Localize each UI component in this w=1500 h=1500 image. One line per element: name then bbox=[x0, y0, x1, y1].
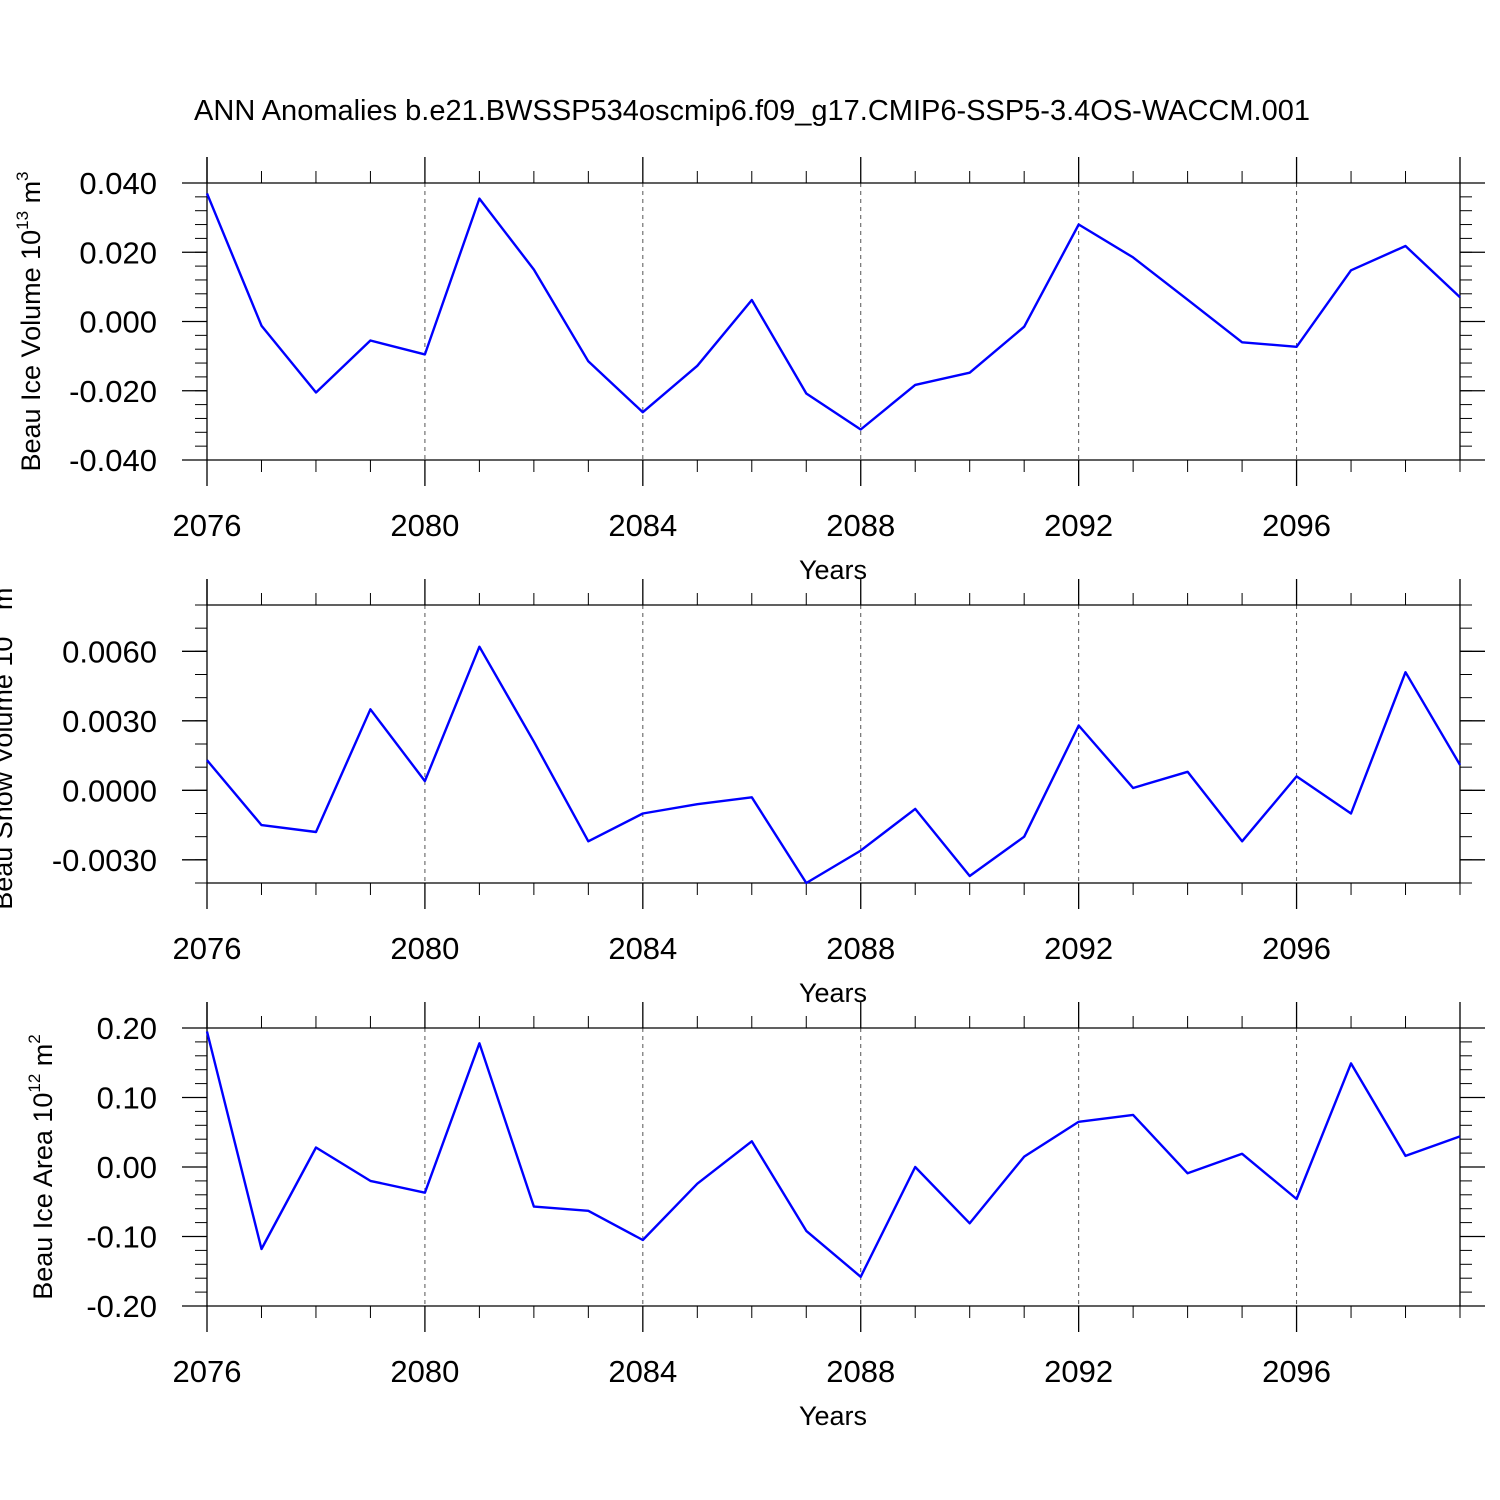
y-tick-label: 0.10 bbox=[97, 1081, 157, 1116]
x-tick-label: 2080 bbox=[390, 931, 459, 966]
x-tick-label: 2088 bbox=[826, 931, 895, 966]
y-axis-label-unit: m bbox=[16, 181, 46, 211]
y-axis-label: Beau Snow Volume 1013 m3 bbox=[0, 578, 18, 910]
series-line bbox=[206, 645, 1462, 885]
y-tick-label: 0.020 bbox=[79, 235, 157, 270]
y-axis-label: Beau Ice Volume 1013 m3 bbox=[13, 171, 46, 471]
y-tick-label: 0.20 bbox=[97, 1011, 157, 1046]
y-tick-label: 0.00 bbox=[97, 1150, 157, 1185]
x-tick-label: 2088 bbox=[826, 1354, 895, 1389]
y-axis-label-exponent: 12 bbox=[25, 1074, 44, 1093]
y-tick-label: 0.0000 bbox=[62, 773, 157, 808]
x-tick-label: 2096 bbox=[1262, 508, 1331, 543]
x-tick-label: 2084 bbox=[608, 1354, 677, 1389]
x-tick-label: 2092 bbox=[1044, 931, 1113, 966]
x-tick-label: 2080 bbox=[390, 508, 459, 543]
panel-ice-volume: -0.040 -0.020 0.000 0.020 0.040 2076 2080 2084 2… bbox=[13, 157, 1485, 585]
y-axis-label-text: Beau Snow Volume 10 bbox=[0, 637, 18, 910]
y-axis-label-exponent: 13 bbox=[0, 618, 4, 637]
y-tick-label: 0.000 bbox=[79, 305, 157, 340]
x-tick-label: 2084 bbox=[608, 508, 677, 543]
x-tick-label: 2084 bbox=[608, 931, 677, 966]
x-axis-label: Years bbox=[799, 978, 867, 1008]
figure-title: ANN Anomalies b.e21.BWSSP534oscmip6.f09_… bbox=[194, 95, 1310, 127]
y-axis-label-text: Beau Ice Volume 10 bbox=[16, 230, 46, 472]
y-tick-label: 0.0030 bbox=[62, 704, 157, 739]
x-tick-label: 2096 bbox=[1262, 931, 1331, 966]
y-tick-label: -0.040 bbox=[69, 443, 157, 478]
series-line bbox=[205, 1031, 1461, 1279]
y-tick-label: 0.0060 bbox=[62, 634, 157, 669]
x-tick-label: 2080 bbox=[390, 1354, 459, 1389]
x-tick-label: 2092 bbox=[1044, 508, 1113, 543]
panel-snow-volume: -0.0030 0.0000 0.0030 0.0060 2076 2080 2084 208… bbox=[0, 578, 1485, 1008]
y-axis-label-unit-exponent: 2 bbox=[25, 1034, 44, 1043]
y-tick-label: -0.10 bbox=[86, 1220, 157, 1255]
y-axis-label-text: Beau Ice Area 10 bbox=[28, 1093, 58, 1300]
y-tick-label: -0.020 bbox=[69, 374, 157, 409]
x-axis-label: Years bbox=[799, 1401, 867, 1431]
y-tick-label: -0.20 bbox=[86, 1289, 157, 1324]
y-axis-label-unit-exponent: 3 bbox=[13, 171, 32, 180]
x-tick-label: 2096 bbox=[1262, 1354, 1331, 1389]
panel-ice-area: -0.20 -0.10 0.00 0.10 0.20 2076 2080 2084 2088 20… bbox=[25, 1002, 1485, 1431]
x-tick-label: 2076 bbox=[173, 1354, 242, 1389]
y-tick-label: 0.040 bbox=[79, 166, 157, 201]
x-tick-label: 2076 bbox=[173, 931, 242, 966]
y-axis-label-exponent: 13 bbox=[13, 211, 32, 230]
y-axis-label: Beau Ice Area 1012 m2 bbox=[25, 1034, 58, 1300]
y-axis-label-unit: m bbox=[28, 1044, 58, 1074]
series-line bbox=[205, 192, 1461, 431]
y-axis-label-unit-exponent: 3 bbox=[0, 578, 4, 587]
y-tick-label: -0.0030 bbox=[52, 843, 157, 878]
x-tick-label: 2076 bbox=[173, 508, 242, 543]
x-tick-label: 2092 bbox=[1044, 1354, 1113, 1389]
x-tick-label: 2088 bbox=[826, 508, 895, 543]
y-axis-label-unit: m bbox=[0, 588, 18, 618]
x-axis-label: Years bbox=[799, 555, 867, 585]
